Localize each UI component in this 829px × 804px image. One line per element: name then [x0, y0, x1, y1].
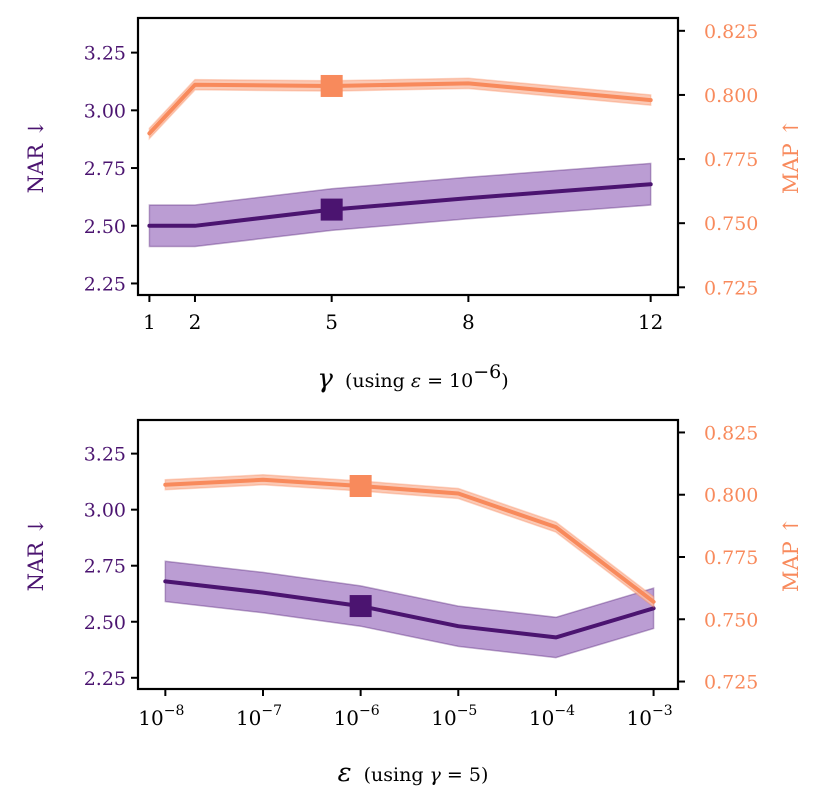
- right-tick-label: 0.800: [704, 85, 758, 107]
- x-tick-label: 12: [638, 310, 663, 334]
- map-confidence-band: [148, 77, 652, 141]
- x-tick-label: 5: [325, 310, 338, 334]
- nar-confidence-band: [164, 560, 655, 659]
- right-tick-label: 0.750: [704, 609, 758, 631]
- right-tick-label: 0.725: [704, 672, 758, 694]
- chart-panel-1: 2.25 2.50 2.75 3.00 3.25 0.725 0.750 0.775 0.800…: [24, 16, 803, 394]
- right-tick-label: 0.775: [704, 149, 758, 171]
- left-tick-label: 3.25: [84, 43, 126, 65]
- chart-panel-2: 2.25 2.50 2.75 3.00 3.25 0.725 0.750 0.775 0.800…: [24, 418, 803, 788]
- right-tick-label: 0.825: [704, 422, 758, 444]
- right-axis-label: MAP ↑: [779, 119, 803, 194]
- right-axis-label: MAP ↑: [779, 517, 803, 592]
- nar-highlight-marker: [349, 595, 372, 618]
- x-tick-label: 10−3: [627, 703, 673, 730]
- plot-frame: [136, 16, 680, 297]
- x-tick-label: 10−4: [529, 703, 575, 730]
- left-axis-label: NAR ↓: [24, 120, 48, 194]
- x-tick-label: 10−5: [431, 703, 477, 730]
- map-highlight-marker: [320, 74, 343, 97]
- x-axis-label: ε (using γ = 5): [338, 758, 489, 788]
- x-tick-label: 10−7: [236, 703, 282, 730]
- x-tick-label: 2: [189, 310, 202, 334]
- map-line: [163, 477, 656, 604]
- left-tick-label: 2.25: [84, 273, 126, 295]
- left-tick-label: 2.75: [84, 556, 126, 578]
- left-tick-label: 2.25: [84, 668, 126, 690]
- right-tick-label: 0.825: [704, 21, 758, 43]
- right-tick-label: 0.725: [704, 277, 758, 299]
- nar-line: [163, 579, 656, 640]
- map-highlight-marker: [349, 475, 372, 498]
- left-tick-label: 2.50: [84, 216, 126, 238]
- left-tick-label: 3.00: [84, 100, 126, 122]
- x-axis-label: γ (using ε = 10−6): [317, 361, 508, 394]
- right-tick-label: 0.800: [704, 485, 758, 507]
- x-tick-label: 1: [143, 310, 156, 334]
- x-tick-label: 8: [462, 310, 475, 334]
- nar-highlight-marker: [320, 198, 343, 221]
- left-tick-label: 3.00: [84, 500, 126, 522]
- left-tick-label: 2.75: [84, 158, 126, 180]
- left-tick-label: 2.50: [84, 612, 126, 634]
- left-axis-label: NAR ↓: [24, 518, 48, 592]
- right-tick-label: 0.775: [704, 547, 758, 569]
- x-tick-label: 10−8: [138, 703, 184, 730]
- right-tick-label: 0.750: [704, 213, 758, 235]
- left-tick-label: 3.25: [84, 444, 126, 466]
- plot-frame: [136, 418, 680, 691]
- x-tick-label: 10−6: [334, 703, 380, 730]
